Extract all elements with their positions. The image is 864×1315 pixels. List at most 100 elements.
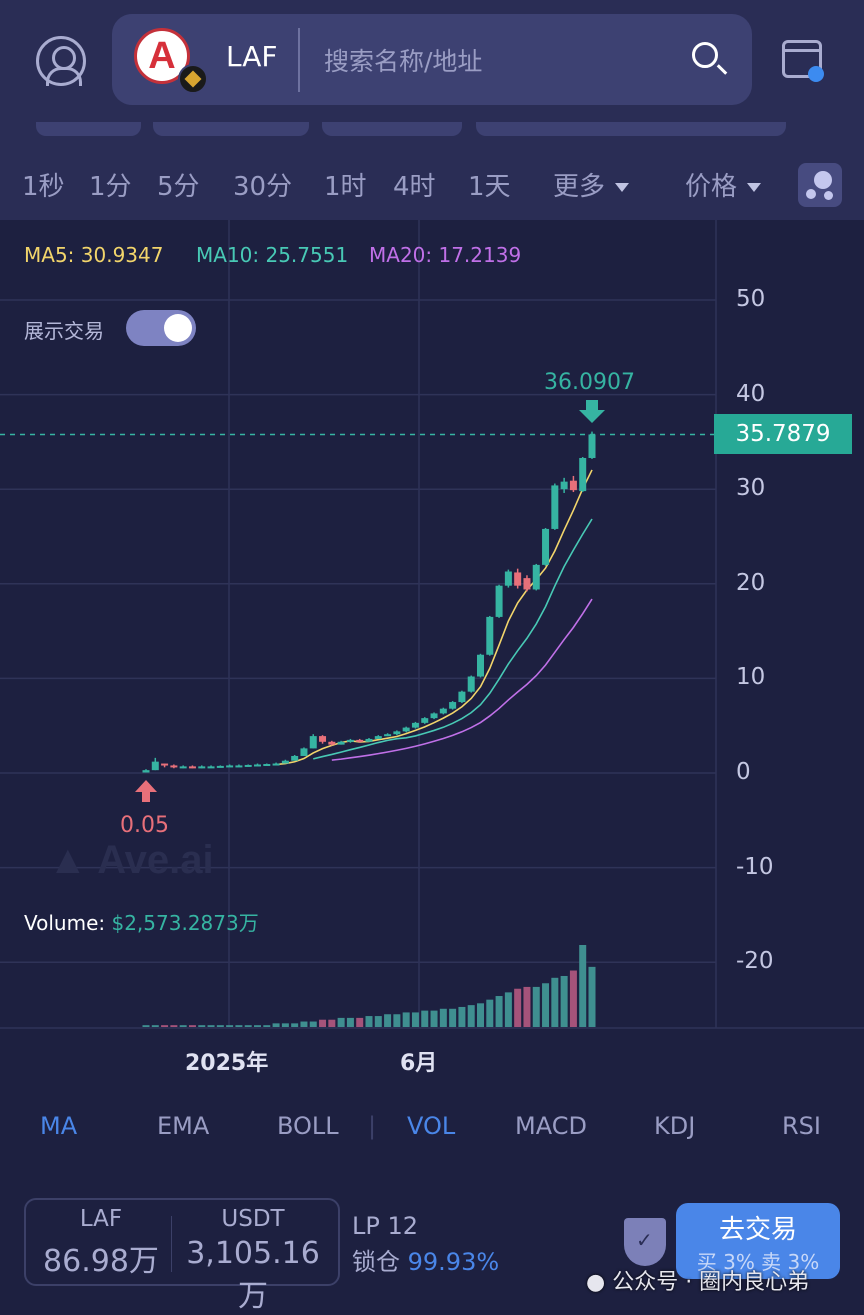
- volume-bar: [579, 945, 587, 1027]
- candle-body: [170, 765, 178, 768]
- candle-body: [523, 578, 531, 590]
- candle-body: [151, 761, 159, 771]
- indicator-divider: |: [368, 1112, 377, 1140]
- tab-pill[interactable]: [476, 122, 786, 136]
- volume-bar: [560, 975, 568, 1027]
- show-trades-toggle[interactable]: [126, 310, 196, 346]
- indicator-rsi[interactable]: RSI: [782, 1112, 821, 1140]
- indicator-macd[interactable]: MACD: [515, 1112, 587, 1140]
- volume-bar: [263, 1025, 271, 1027]
- price-dropdown[interactable]: 价格: [685, 166, 762, 203]
- volume-bar: [226, 1025, 234, 1027]
- tab-pill[interactable]: [36, 122, 141, 136]
- candle-body: [430, 713, 438, 719]
- ma5-line: [276, 469, 593, 766]
- wallet-icon[interactable]: [782, 40, 822, 78]
- candle-body: [207, 766, 215, 769]
- timeframe-1m[interactable]: 1分: [89, 172, 132, 202]
- high-price-label: 36.0907: [544, 370, 635, 395]
- candle-body: [374, 736, 382, 739]
- search-icon[interactable]: [692, 42, 718, 68]
- price-label: 价格: [685, 172, 738, 202]
- candle-body: [272, 763, 280, 766]
- indicator-ma[interactable]: MA: [40, 1112, 78, 1140]
- volume-bar: [532, 986, 540, 1027]
- verified-badge-icon: [808, 66, 824, 82]
- candle-body: [551, 485, 559, 529]
- tab-pill[interactable]: [153, 122, 309, 136]
- candle-body: [216, 765, 224, 768]
- candle-body: [542, 528, 550, 565]
- divider: [171, 1216, 172, 1272]
- indicator-vol[interactable]: VOL: [407, 1112, 456, 1140]
- go-trade-button[interactable]: 去交易 买 3% 卖 3%: [676, 1203, 840, 1279]
- candle-body: [281, 760, 289, 764]
- volume-bar: [458, 1006, 466, 1027]
- volume-bar: [179, 1025, 187, 1027]
- current-price-tag: 35.7879: [714, 414, 852, 454]
- volume-bar: [551, 977, 559, 1027]
- chart-settings-button[interactable]: [798, 163, 842, 207]
- volume-bar: [309, 1021, 317, 1027]
- profile-icon[interactable]: [36, 36, 86, 86]
- search-bar[interactable]: A LAF 搜索名称/地址: [112, 14, 752, 105]
- candle-body: [365, 738, 373, 742]
- candle-body: [254, 764, 261, 767]
- y-tick-label: 0: [736, 759, 751, 785]
- volume-bar: [170, 1025, 178, 1027]
- lock-info: 锁仓 99.93%: [352, 1248, 500, 1276]
- candle-body: [402, 727, 410, 732]
- timeframe-5m[interactable]: 5分: [157, 172, 200, 202]
- token-symbol: LAF: [226, 40, 278, 73]
- volume-bar: [411, 1012, 419, 1027]
- ma10-legend: MA10: 25.7551: [196, 243, 349, 267]
- candle-body: [504, 571, 512, 586]
- candle-body: [458, 691, 466, 703]
- ma10-line: [313, 518, 593, 760]
- volume-bar: [300, 1021, 308, 1027]
- volume-bar: [467, 1005, 475, 1027]
- volume-bar: [198, 1025, 206, 1027]
- candle-body: [467, 676, 475, 692]
- bnb-chain-icon: [178, 64, 208, 94]
- timeframe-30m[interactable]: 30分: [233, 172, 293, 202]
- volume-bar: [477, 1003, 484, 1027]
- candle-body: [337, 741, 345, 745]
- candle-body: [356, 739, 364, 742]
- timeframe-1h[interactable]: 1时: [324, 172, 367, 202]
- search-input[interactable]: 搜索名称/地址: [324, 47, 483, 76]
- volume-bar: [244, 1025, 252, 1027]
- volume-bar: [319, 1019, 327, 1027]
- volume-bar: [504, 992, 512, 1027]
- candle-body: [346, 739, 354, 742]
- tab-pill[interactable]: [322, 122, 462, 136]
- volume-bar: [374, 1016, 382, 1027]
- candle-body: [263, 764, 271, 767]
- indicator-kdj[interactable]: KDJ: [654, 1112, 696, 1140]
- candle-body: [421, 718, 429, 723]
- more-dropdown[interactable]: 更多: [553, 166, 630, 203]
- caret-down-icon: [615, 183, 630, 192]
- candle-body: [291, 755, 299, 761]
- indicator-boll[interactable]: BOLL: [277, 1112, 339, 1140]
- timeframe-1d[interactable]: 1天: [468, 172, 511, 202]
- y-tick-label: 50: [736, 286, 766, 312]
- y-tick-label: 10: [736, 664, 766, 691]
- y-tick-label: 20: [736, 569, 766, 596]
- volume-bar: [402, 1012, 410, 1027]
- candle-body: [226, 765, 234, 768]
- volume-bar: [542, 983, 550, 1027]
- volume-bar: [569, 970, 577, 1027]
- base-amount: 86.98万: [43, 1244, 159, 1279]
- x-label-june: 6月: [400, 1051, 438, 1076]
- volume-readout: Volume: $2,573.2873万: [24, 911, 259, 935]
- candle-body: [588, 434, 596, 458]
- volume-bar: [514, 988, 522, 1027]
- down-arrow-icon: [579, 400, 605, 423]
- volume-bar: [142, 1025, 150, 1027]
- timeframe-1s[interactable]: 1秒: [22, 172, 65, 202]
- indicator-ema[interactable]: EMA: [157, 1112, 210, 1140]
- candlestick-chart[interactable]: [0, 220, 864, 1040]
- shield-check-icon[interactable]: ✓: [624, 1218, 666, 1266]
- timeframe-4h[interactable]: 4时: [393, 172, 436, 202]
